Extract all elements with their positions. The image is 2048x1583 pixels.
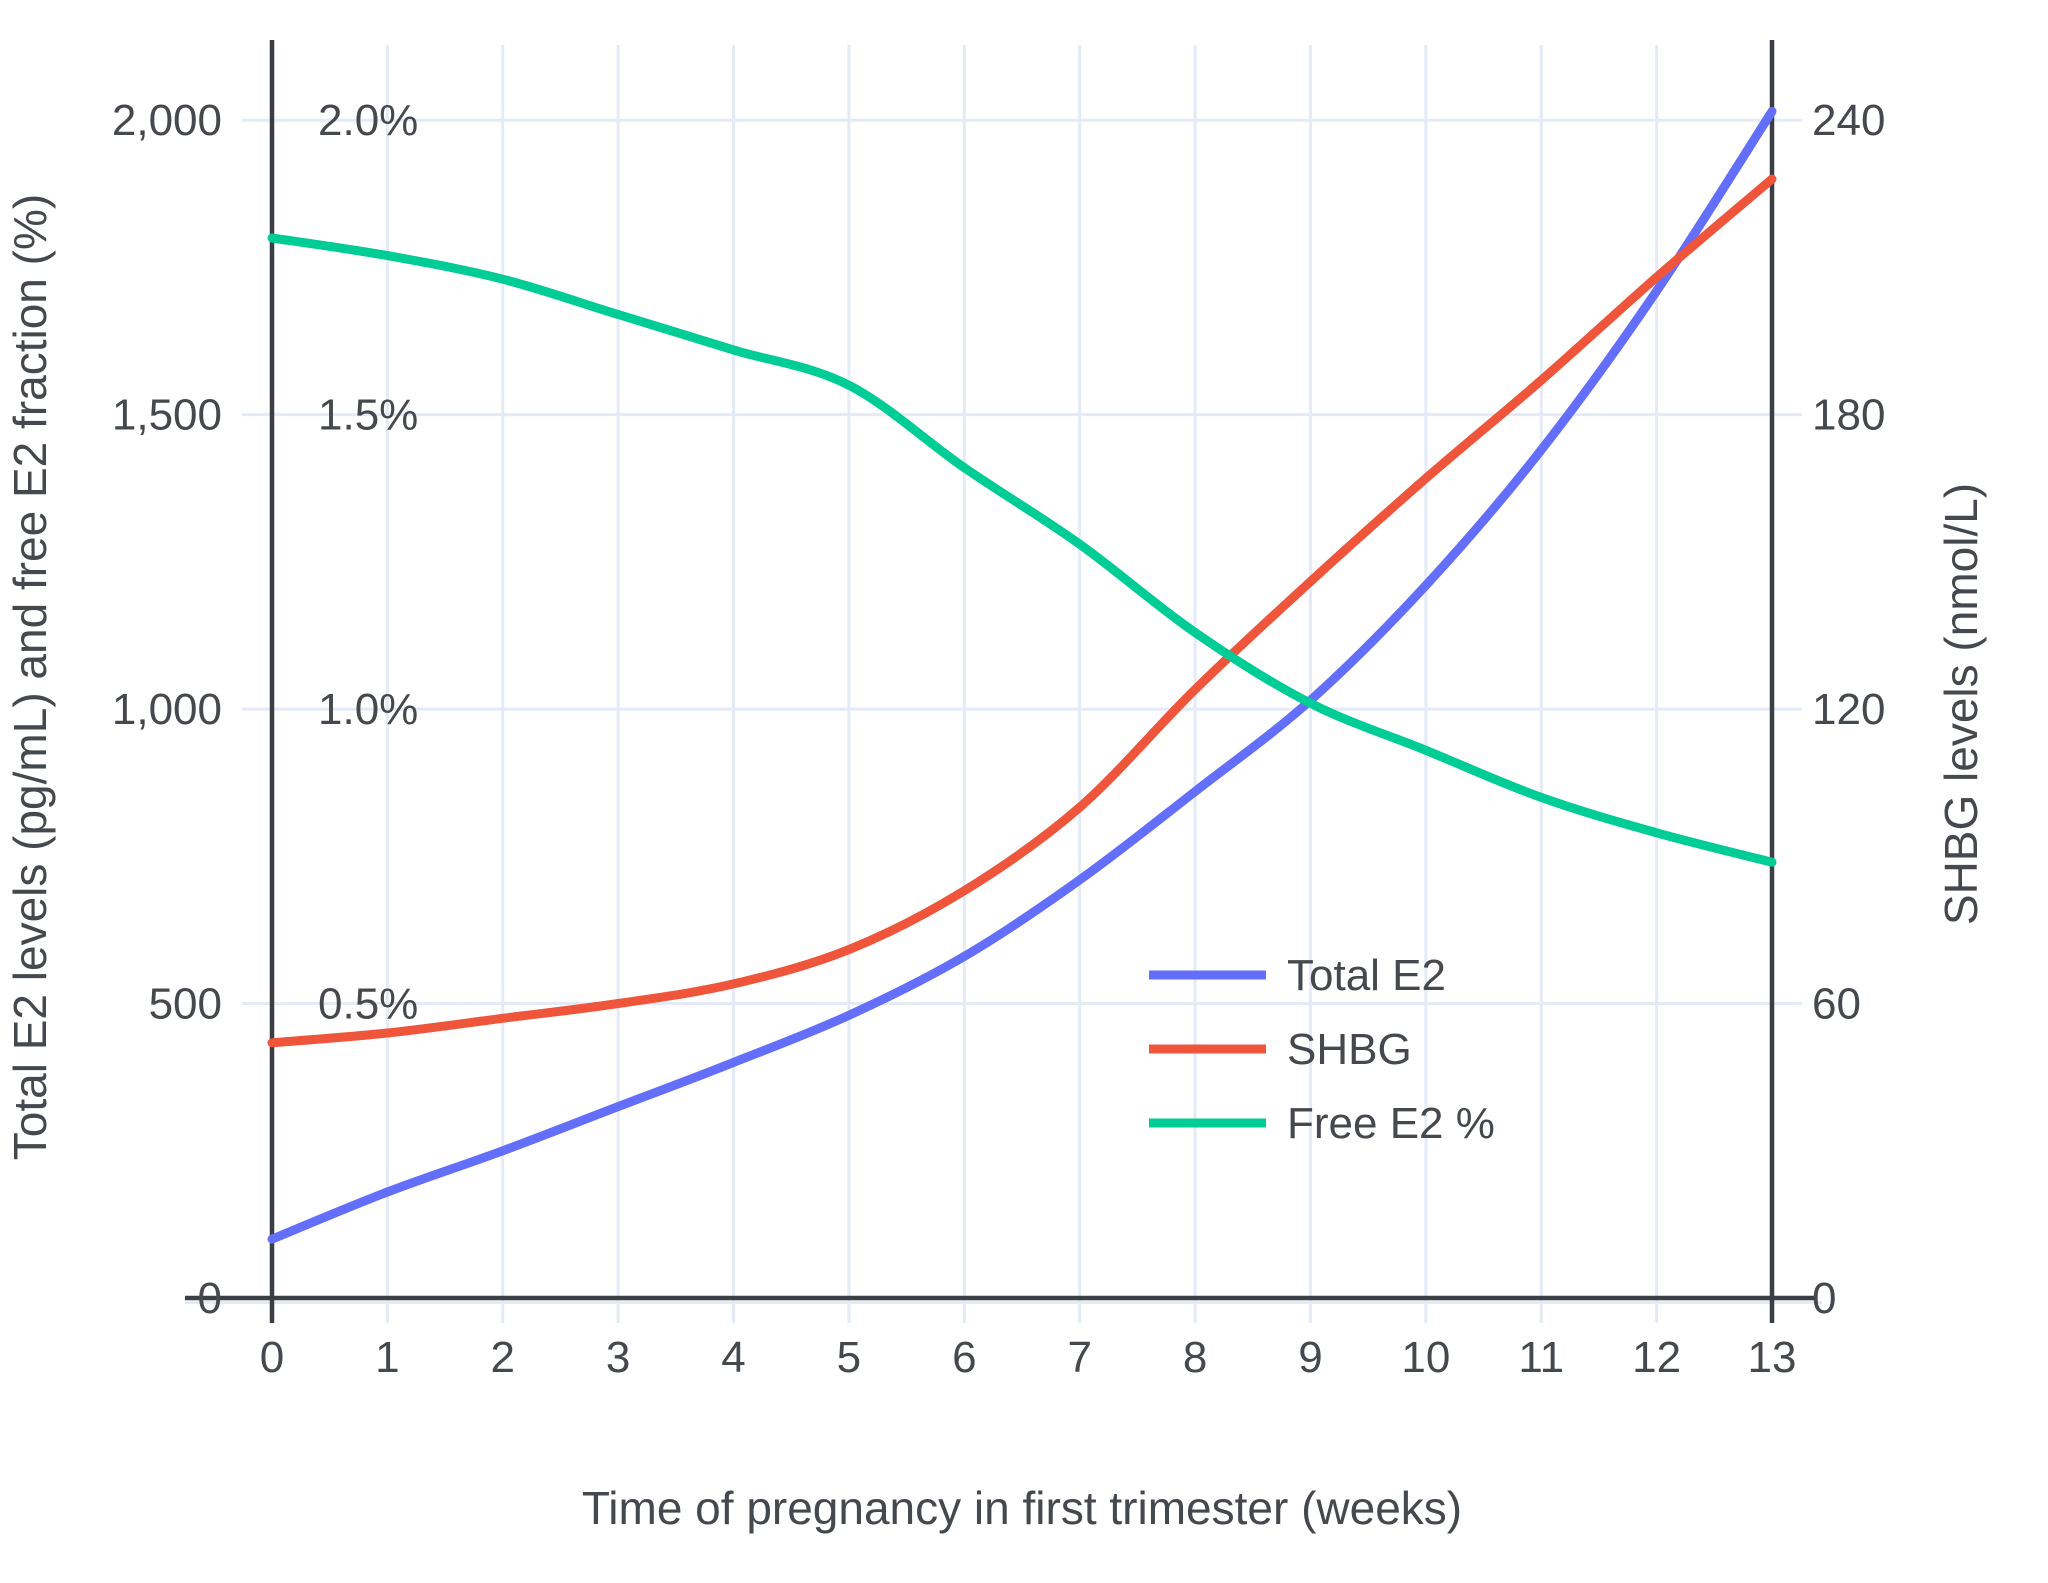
left-tick-500: 500 [149, 980, 222, 1029]
x-tick-13: 13 [1748, 1333, 1797, 1382]
x-tick-1: 1 [375, 1333, 399, 1382]
x-tick-7: 7 [1067, 1333, 1091, 1382]
left-tick-1000: 1,000 [112, 685, 222, 734]
x-tick-9: 9 [1298, 1333, 1322, 1382]
pct-tick-1.5: 1.5% [318, 391, 418, 440]
tick-labels: 05001,0001,5002,0000.5%1.0%1.5%2.0%06012… [112, 96, 1886, 1382]
curve-shbg [267, 174, 1777, 1048]
x-tick-12: 12 [1632, 1333, 1681, 1382]
right-tick-0: 0 [1812, 1274, 1836, 1323]
pct-tick-2: 2.0% [318, 96, 418, 145]
x-tick-4: 4 [721, 1333, 745, 1382]
legend-item-shbg[interactable]: SHBG [1149, 1025, 1412, 1074]
left-tick-1500: 1,500 [112, 391, 222, 440]
legend-item-free-e2[interactable]: Free E2 % [1149, 1099, 1495, 1148]
data-curves [267, 106, 1777, 1244]
right-tick-120: 120 [1812, 685, 1885, 734]
right-tick-180: 180 [1812, 391, 1885, 440]
left-tick-2000: 2,000 [112, 96, 222, 145]
x-axis-title: Time of pregnancy in first trimester (we… [582, 1482, 1462, 1534]
x-tick-5: 5 [837, 1333, 861, 1382]
x-tick-8: 8 [1183, 1333, 1207, 1382]
left-tick-0: 0 [198, 1274, 222, 1323]
pct-tick-1: 1.0% [318, 685, 418, 734]
right-tick-240: 240 [1812, 96, 1885, 145]
axes [185, 40, 1822, 1323]
right-axis-title: SHBG levels (nmol/L) [1935, 483, 1987, 925]
legend: Total E2 SHBG Free E2 % [1149, 951, 1495, 1148]
x-tick-11: 11 [1518, 1333, 1564, 1382]
x-tick-6: 6 [952, 1333, 976, 1382]
legend-item-total-e2[interactable]: Total E2 [1149, 951, 1446, 1000]
x-tick-3: 3 [606, 1333, 630, 1382]
gridlines [242, 45, 1802, 1323]
x-tick-10: 10 [1401, 1333, 1450, 1382]
curve-total-e2 [267, 106, 1777, 1244]
x-tick-2: 2 [491, 1333, 515, 1382]
legend-label-total-e2: Total E2 [1287, 951, 1446, 1000]
curve-free-e2- [267, 233, 1777, 867]
legend-label-free-e2: Free E2 % [1287, 1099, 1495, 1148]
x-tick-0: 0 [260, 1333, 284, 1382]
pct-tick-0.5: 0.5% [318, 980, 418, 1029]
legend-label-shbg: SHBG [1287, 1025, 1412, 1074]
left-axis-title: Total E2 levels (pg/mL) and free E2 frac… [4, 194, 56, 1160]
right-tick-60: 60 [1812, 980, 1861, 1029]
